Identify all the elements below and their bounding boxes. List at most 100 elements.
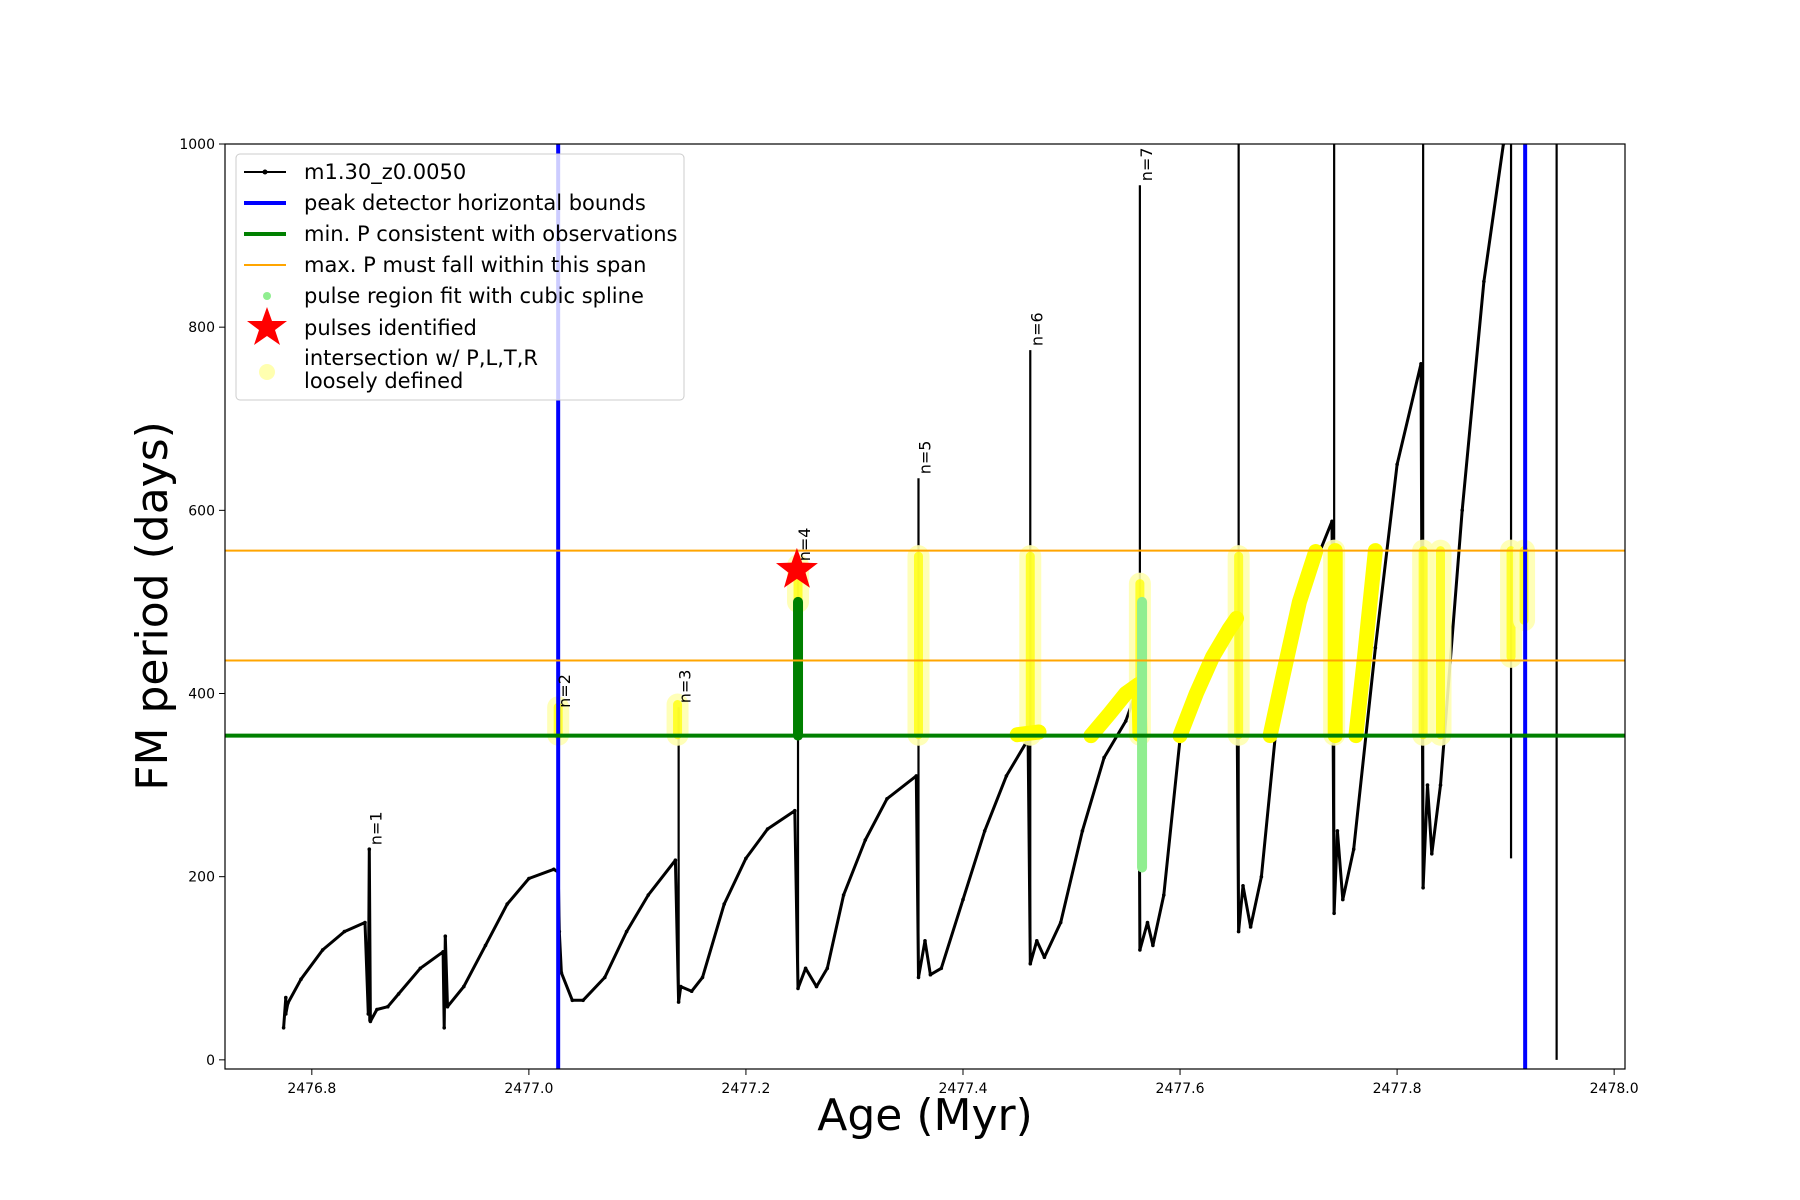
series-point [765,827,770,831]
series-point [363,920,367,925]
series-point [445,1004,450,1009]
pulse-label-6: n=6 [1027,312,1046,346]
series-point [1241,884,1245,888]
legend-label-bounds: peak detector horizontal bounds [304,191,646,215]
series-point [1330,519,1334,524]
legend-entry-max-period: max. P must fall within this span [244,253,646,277]
series-point [1341,897,1345,902]
legend: m1.30_z0.0050 peak detector horizontal b… [235,153,685,401]
series-point [624,929,629,934]
intersection-curve [1172,610,1244,744]
series-point [744,856,748,861]
series-point [961,897,965,902]
series-point [814,984,819,989]
legend-label-spline: pulse region fit with cubic spline [304,284,644,308]
series-point [1042,955,1047,960]
series-point [375,1007,379,1012]
legend-box [235,153,685,401]
x-tick-label: 2477.4 [938,1081,987,1097]
series-point [1004,774,1009,778]
series-point [320,948,325,952]
plot-frame [224,143,1626,1070]
series-point [443,934,448,938]
series-point [1145,920,1150,925]
pulse-labels: n=1 n=2 n=3 n=4 n=5 n=6 n=7 [366,147,1156,845]
series-point [1035,939,1039,943]
x-axis-title: Age (Myr) [817,1090,1033,1141]
legend-entry-spline: pulse region fit with cubic spline [263,284,644,308]
series-point [923,939,927,943]
pulse-label-1: n=1 [366,811,385,845]
series-point [1259,874,1264,879]
series-point [281,1026,286,1030]
x-tick-label: 2478.0 [1590,1081,1639,1097]
y-tick-label: 400 [188,687,215,703]
series-point [505,902,510,906]
series-point [1373,645,1378,650]
pulse-identified-markers [776,547,818,588]
series-point [442,1026,447,1030]
star-icon [247,307,287,345]
y-tick-label: 800 [188,320,215,336]
series-point [1058,920,1063,925]
series-point [552,867,556,872]
series-point [1460,508,1464,513]
series-point [689,989,694,993]
intersection-curve [1262,544,1324,744]
legend-label-pulses: pulses identified [304,316,477,340]
series-point [581,998,585,1003]
x-axis-ticks: 2476.8 2477.0 2477.2 2477.4 2477.6 2477.8 2478… [287,1069,1639,1097]
series-point [418,966,423,971]
series-point [914,774,919,778]
series-point [673,858,678,862]
series-point [1102,755,1106,760]
series-point [722,902,726,906]
legend-label-max-period: max. P must fall within this span [304,253,646,277]
series-point [462,984,466,989]
pulse-label-5: n=5 [915,441,934,475]
legend-entry-intersection: intersection w/ P,L,T,R loosely defined [259,346,538,393]
series-point [646,893,651,897]
series-point [284,1012,288,1016]
legend-label-min-period: min. P consistent with observations [304,222,677,246]
series-point [1162,893,1166,897]
series-point [1430,852,1434,856]
pulse-label-7: n=7 [1137,147,1156,181]
series-point [527,876,531,881]
x-tick-label: 2477.6 [1156,1081,1205,1097]
series-point [939,966,944,971]
series-point [825,966,830,971]
series-point [1248,925,1253,929]
series-point [803,966,808,971]
series-point [483,943,488,948]
series-point [570,998,575,1003]
series-point [1151,943,1155,948]
legend-entry-min-period: min. P consistent with observations [244,222,677,246]
series-point [1419,362,1423,366]
series-point [1438,783,1443,787]
series-point [928,972,933,977]
series-point [284,995,288,1000]
series-point [982,829,987,833]
series-point [841,893,846,897]
pulse-label-3: n=3 [676,670,695,704]
series-point [299,977,303,981]
intersection-curve [1348,543,1383,744]
series-point [386,1004,390,1009]
x-tick-label: 2477.8 [1373,1081,1422,1097]
intersection-regions [547,539,1536,746]
series-point [1395,462,1399,467]
series-point [1080,829,1085,833]
series-point [396,992,401,996]
pulse-identified-star [776,547,818,588]
series-point [885,797,889,801]
y-tick-label: 600 [188,503,215,519]
series-point [342,929,347,934]
series-point [863,838,868,842]
y-tick-label: 200 [188,870,215,886]
series-point [1351,847,1356,851]
x-tick-label: 2477.2 [721,1081,770,1097]
series-point [1482,279,1486,284]
x-tick-label: 2476.8 [287,1081,336,1097]
